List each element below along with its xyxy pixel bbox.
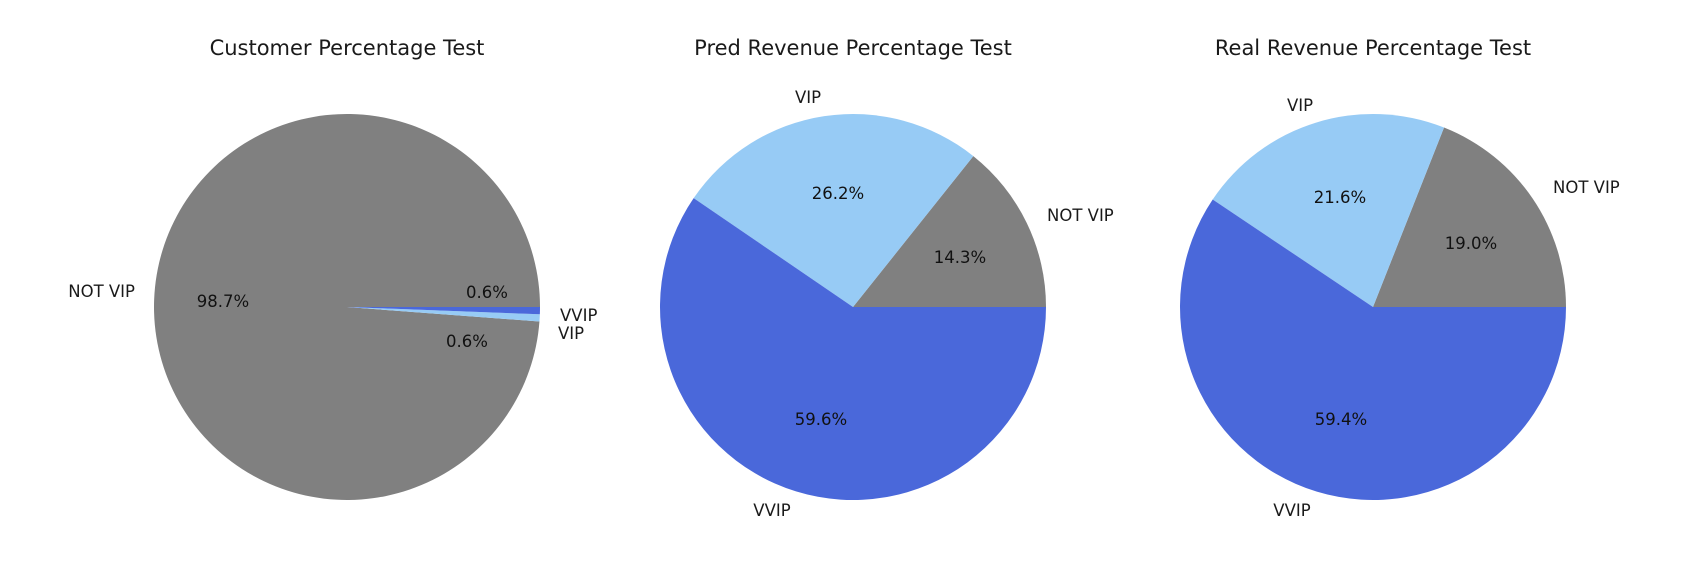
pie-slice-vvip [347, 307, 540, 315]
slice-label-vip: VIP [1287, 96, 1313, 115]
pie-slice-vip [693, 114, 974, 308]
pie-slice-vip [347, 307, 540, 322]
slice-pct-not-vip: 98.7% [197, 292, 249, 311]
slice-pct-vvip: 59.6% [795, 410, 847, 429]
pie-slices [153, 113, 541, 500]
slice-label-vip: VIP [558, 324, 584, 343]
pie-chart-pred-revenue-percentage: Pred Revenue Percentage Test NOT VIP VIP… [659, 36, 1114, 520]
slice-label-not-vip: NOT VIP [1553, 178, 1620, 197]
slice-label-not-vip: NOT VIP [68, 282, 135, 301]
pie-slice-vip [1212, 113, 1445, 307]
slice-label-vvip: VVIP [1273, 501, 1310, 520]
slice-pct-vvip: 0.6% [466, 283, 508, 302]
slice-label-vip: VIP [795, 88, 821, 107]
slice-pct-vvip: 59.4% [1315, 410, 1367, 429]
chart-title: Pred Revenue Percentage Test [694, 36, 1012, 60]
pie-slices [1180, 113, 1566, 500]
pie-slice-vvip [659, 198, 1046, 500]
slice-label-not-vip: NOT VIP [1047, 206, 1114, 225]
slice-label-vvip: VVIP [560, 306, 597, 325]
slice-pct-vip: 26.2% [812, 184, 864, 203]
pie-slices [659, 114, 1046, 500]
slice-pct-vip: 21.6% [1314, 188, 1366, 207]
chart-title: Customer Percentage Test [210, 36, 485, 60]
pie-slice-vvip [1180, 199, 1566, 500]
slice-pct-not-vip: 14.3% [934, 248, 986, 267]
chart-title: Real Revenue Percentage Test [1215, 36, 1531, 60]
pie-slice-not-vip [853, 156, 1046, 307]
pie-chart-real-revenue-percentage: Real Revenue Percentage Test NOT VIP VIP… [1180, 36, 1620, 520]
pie-slice-not-vip [1373, 127, 1566, 307]
pie-chart-customer-percentage: Customer Percentage Test NOT VIP VVIP VI… [68, 36, 597, 500]
pie-slice-not-vip [153, 113, 541, 500]
slice-label-vvip: VVIP [753, 501, 790, 520]
slice-pct-not-vip: 19.0% [1445, 234, 1497, 253]
slice-pct-vip: 0.6% [446, 332, 488, 351]
